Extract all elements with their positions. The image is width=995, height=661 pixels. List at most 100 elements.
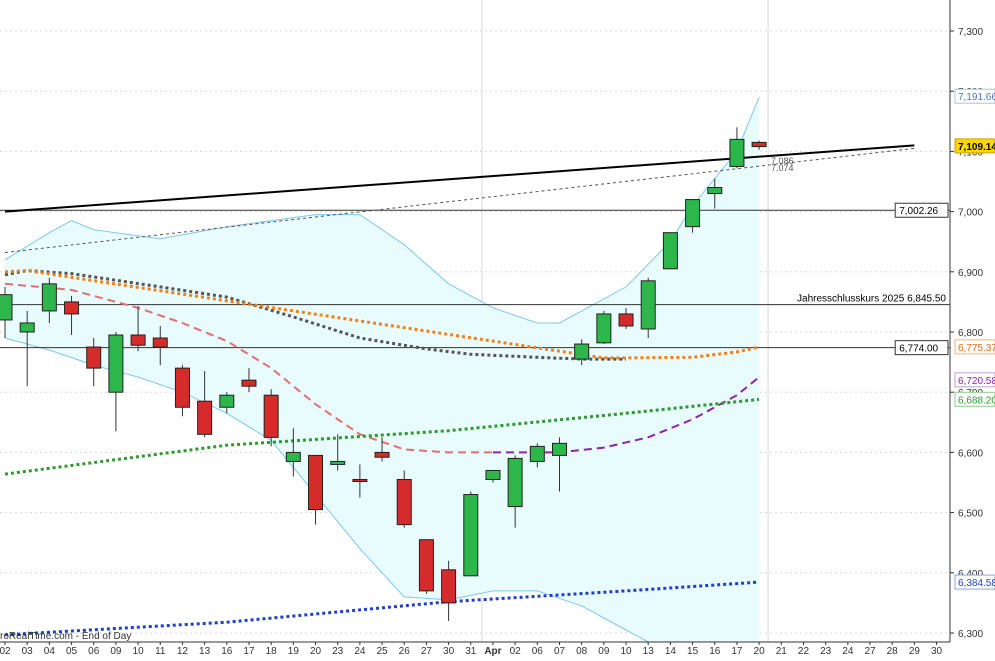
- candle-body: [441, 569, 457, 604]
- trendline-dashed: [4, 147, 915, 254]
- x-tick-label: 16: [221, 646, 233, 656]
- candle-body: [485, 469, 501, 480]
- x-tick-label: 16: [709, 646, 721, 656]
- y-tick-label: 7,000: [958, 208, 983, 219]
- x-tick-label: 21: [776, 646, 788, 656]
- candle-body: [152, 337, 168, 348]
- candle-body: [285, 451, 301, 462]
- x-tick-label: 06: [532, 646, 544, 656]
- candle-body: [618, 313, 634, 327]
- x-tick-label: 30: [443, 646, 455, 656]
- candle-body: [0, 294, 13, 321]
- x-tick-label: 07: [554, 646, 566, 656]
- x-tick-label: 06: [88, 646, 100, 656]
- candle-body: [241, 379, 257, 387]
- x-tick-label: 08: [576, 646, 588, 656]
- candle-body: [352, 478, 368, 482]
- candle-body: [130, 334, 146, 346]
- x-tick-label: 12: [177, 646, 189, 656]
- near-price-label: 7.086: [771, 156, 794, 166]
- x-tick-label: 26: [399, 646, 411, 656]
- x-tick-label: 24: [354, 646, 366, 656]
- level-label: Jahresschlusskurs 2025 6,845.50: [797, 294, 946, 305]
- bollinger-band-fill: [5, 97, 760, 642]
- level-label: 6,774.00: [899, 344, 938, 355]
- x-tick-label: 14: [665, 646, 677, 656]
- axis-value-tag-label: 6,384.58: [958, 578, 995, 589]
- candle-body: [552, 442, 567, 456]
- candle-body: [41, 283, 57, 312]
- candle-body: [374, 451, 390, 458]
- x-tick-label: 09: [110, 646, 122, 656]
- x-tick-label: 13: [199, 646, 211, 656]
- ma-orange-dotted: [4, 269, 760, 360]
- x-tick-label: 03: [22, 646, 34, 656]
- candle-body: [707, 187, 723, 195]
- x-tick-label: 04: [44, 646, 56, 656]
- x-tick-label: 27: [421, 646, 433, 656]
- x-tick-label: 23: [332, 646, 344, 656]
- axis-value-tag-label: 6,720.58: [958, 376, 995, 387]
- y-tick-label: 7,300: [958, 27, 983, 38]
- x-tick-label: 05: [66, 646, 78, 656]
- x-tick-label: 20: [310, 646, 322, 656]
- candle-body: [308, 454, 324, 511]
- x-tick-label: 15: [687, 646, 699, 656]
- source-label: roRealTime.com - End of Day: [0, 631, 131, 642]
- candle-body: [174, 367, 190, 408]
- level-label-box: [894, 202, 949, 218]
- y-tick-label: 6,800: [958, 328, 983, 339]
- candle-body: [729, 138, 745, 167]
- x-tick-label: 31: [465, 646, 477, 656]
- x-tick-label: 17: [243, 646, 255, 656]
- candle-body: [507, 457, 523, 508]
- candle-body: [330, 460, 346, 465]
- axis-value-tag: [954, 88, 995, 104]
- axis-value-tag: [954, 339, 995, 355]
- candle-body: [463, 494, 479, 577]
- candle-body: [108, 334, 124, 393]
- x-tick-label: 27: [864, 646, 876, 656]
- x-tick-label: 20: [754, 646, 766, 656]
- x-tick-label: 28: [887, 646, 899, 656]
- axis-value-tag: [954, 372, 995, 388]
- near-price-label: 7.074: [771, 163, 794, 173]
- x-tick-label: Apr: [484, 646, 501, 656]
- trendline-solid: [4, 144, 915, 213]
- axis-value-tag: [954, 574, 995, 590]
- candle-body: [574, 343, 590, 360]
- candle-body: [19, 322, 35, 333]
- x-tick-label: 24: [842, 646, 854, 656]
- plot-area: [0, 97, 950, 642]
- axis-value-tag-label: 6,775.37: [958, 343, 995, 354]
- candle-body: [197, 400, 213, 435]
- x-tick-label: 18: [266, 646, 278, 656]
- candle-body: [751, 141, 767, 148]
- y-tick-label: 6,300: [958, 629, 983, 640]
- x-tick-label: 11: [155, 646, 166, 656]
- x-tick-label: 09: [598, 646, 610, 656]
- x-tick-label: 02: [0, 646, 11, 656]
- candle-body: [263, 394, 279, 438]
- axis-value-tag-label: 6,688.20: [958, 395, 995, 406]
- candle-body: [685, 199, 701, 228]
- ma-green-dotted: [4, 397, 760, 476]
- candle-body: [219, 394, 235, 408]
- axis-value-tag-label: 7,191.66: [958, 92, 995, 103]
- y-tick-label: 6,600: [958, 448, 983, 459]
- axis-value-tag: [954, 138, 995, 154]
- x-tick-label: 19: [288, 646, 300, 656]
- x-tick-label: 02: [510, 646, 522, 656]
- x-tick-label: 17: [731, 646, 743, 656]
- candle-body: [529, 445, 545, 462]
- candle-body: [596, 313, 612, 344]
- x-tick-label: 30: [931, 646, 943, 656]
- candle-body: [396, 478, 412, 526]
- x-tick-label: 13: [643, 646, 655, 656]
- axis-value-tag: [954, 391, 995, 407]
- x-tick-label: 22: [798, 646, 810, 656]
- candle-body: [64, 301, 80, 315]
- x-tick-label: 10: [620, 646, 632, 656]
